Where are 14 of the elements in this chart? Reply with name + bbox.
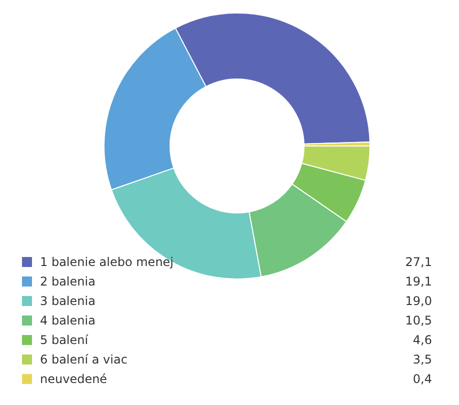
legend-label: 3 balenia	[40, 294, 96, 308]
data-label: 3,5	[412, 352, 432, 366]
data-label: 19,1	[405, 274, 432, 288]
legend-label: 5 balení	[40, 333, 89, 347]
legend-label: 1 balenie alebo menej	[40, 255, 174, 269]
data-label: 4,6	[412, 333, 432, 347]
legend-label: 6 balení a viac	[40, 352, 128, 366]
data-label: 10,5	[405, 314, 432, 328]
data-label: 19,0	[405, 294, 432, 308]
legend-label: neuvedené	[40, 372, 108, 386]
data-label: 0,4	[412, 372, 432, 386]
data-label: 27,1	[405, 255, 432, 269]
legend-label: 2 balenia	[40, 274, 96, 288]
legend-label: 4 balenia	[40, 314, 96, 328]
